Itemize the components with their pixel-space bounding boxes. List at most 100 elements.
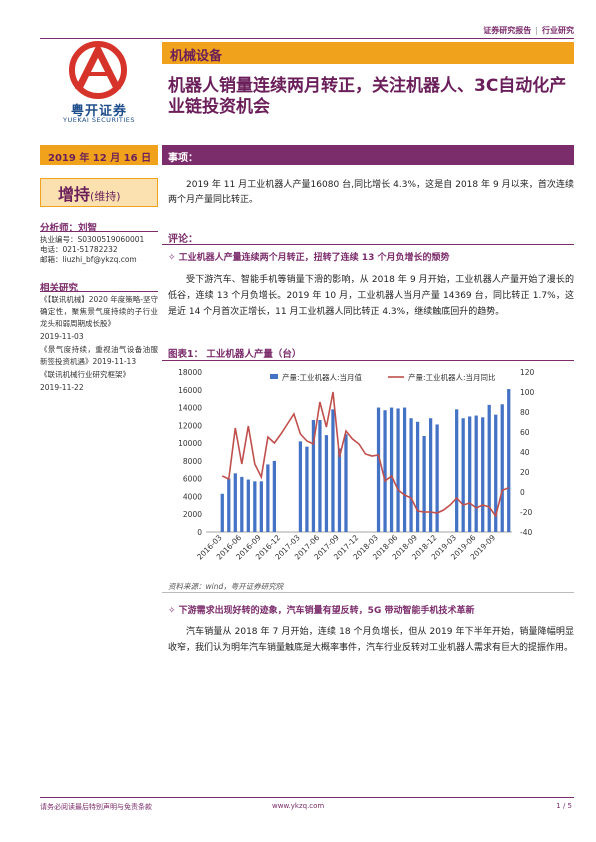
- bar-monthly-output: [435, 424, 439, 532]
- bar-monthly-output: [474, 415, 478, 532]
- rating: 增持(维持): [58, 181, 121, 205]
- section-1-paragraph: 受下游汽车、智能手机等销量下滑的影响，从 2018 年 9 月开始，工业机器人产…: [168, 275, 574, 317]
- report-type-tag: 证券研究报告: [483, 26, 532, 35]
- legend-line-label: 产量:工业机器人:当月同比: [408, 372, 496, 382]
- legend-bar-label: 产量:工业机器人:当月值: [282, 372, 363, 382]
- left-axis-tick-label: 16000: [178, 386, 202, 395]
- right-axis-tick-label: 100: [520, 388, 535, 397]
- bar-monthly-output: [266, 464, 270, 532]
- right-axis-tick-label: 0: [520, 488, 525, 497]
- bar-monthly-output: [259, 481, 263, 532]
- related-item[interactable]: 《景气度持续，重视油气设备油服新签投资机遇》2019-11-13: [40, 345, 158, 366]
- related-research-heading: 相关研究: [40, 283, 79, 294]
- right-axis-tick-label: 20: [520, 468, 530, 477]
- analyst-license: 执业编号：S0300519060001: [40, 235, 145, 244]
- industry-banner: [162, 42, 574, 64]
- comment-label: 评论：: [168, 234, 198, 245]
- header-divider: [40, 38, 574, 39]
- bar-monthly-output: [376, 407, 381, 532]
- website-link[interactable]: www.ykzq.com: [272, 802, 325, 810]
- bar-monthly-output: [396, 408, 400, 532]
- bar-monthly-output: [383, 410, 387, 532]
- section-heading-1: ✧ 工业机器人产量连续两个月转正，扭转了连续 13 个月负增长的颓势: [168, 253, 450, 263]
- related-item[interactable]: 《联讯机械行业研究框架》: [40, 370, 130, 379]
- chart-title-divider: [162, 360, 574, 361]
- bar-monthly-output: [455, 409, 459, 532]
- right-axis-tick-label: -20: [520, 508, 532, 517]
- related-item-date: 2019-11-22: [40, 383, 84, 392]
- date-banner: [40, 145, 158, 165]
- analyst-info: 执业编号：S0300519060001 电话：021-51782232 邮箱：l…: [40, 235, 162, 265]
- bar-monthly-output: [324, 435, 329, 532]
- bar-monthly-output: [298, 441, 303, 532]
- industry-label: 机械设备: [170, 49, 223, 64]
- left-axis-tick-label: 12000: [178, 421, 202, 430]
- bar-monthly-output: [344, 434, 348, 532]
- bar-monthly-output: [507, 389, 511, 532]
- bar-monthly-output: [422, 436, 426, 532]
- analyst-email[interactable]: 邮箱：liuzhi_bf@ykzq.com: [40, 255, 137, 264]
- report-type-tags: 证券研究报告 | 行业研究: [483, 26, 574, 35]
- analyst-heading: 分析师：刘智: [40, 223, 98, 234]
- report-title: 机器人销量连续两月转正，关注机器人、3C自动化产业链投资机会: [168, 76, 567, 117]
- bar-monthly-output: [305, 446, 309, 532]
- bar-monthly-output: [318, 420, 322, 532]
- left-axis-tick-label: 2000: [183, 510, 202, 519]
- related-item[interactable]: 《【联讯机械】2020 年度策略-坚守确定性，聚焦景气度持续的子行业龙头和弱周期…: [40, 295, 158, 328]
- event-label: 事项：: [168, 153, 198, 164]
- left-axis-tick-label: 6000: [183, 475, 202, 484]
- line-yoy-growth: [221, 391, 509, 518]
- bar-monthly-output: [389, 407, 394, 532]
- related-divider: [40, 291, 158, 292]
- bar-monthly-output: [240, 476, 244, 532]
- left-axis-tick-label: 18000: [178, 368, 202, 377]
- left-axis-tick-label: 4000: [183, 492, 202, 501]
- right-axis-tick-label: -40: [520, 528, 532, 537]
- left-axis-tick-label: 0: [197, 528, 202, 537]
- comment-divider: [162, 244, 574, 245]
- section-heading-2: ✧ 下游需求出现好转的迹象，汽车销量有望反转，5G 带动智能手机技术革新: [168, 606, 475, 616]
- bar-monthly-output: [487, 404, 491, 532]
- rating-value: 增持: [58, 185, 91, 204]
- bar-monthly-output: [233, 473, 237, 532]
- footer-divider: [40, 797, 574, 798]
- bar-monthly-output: [481, 417, 485, 532]
- robot-production-chart: 0 2000 4000 6000 8000 10000 12000 14000 16000 180…: [178, 368, 535, 562]
- bar-monthly-output: [468, 416, 472, 532]
- logo-name-en: YUEKAI SECURITIES: [63, 116, 135, 124]
- bar-monthly-output: [311, 420, 316, 532]
- bar-monthly-output: [337, 448, 342, 532]
- report-date: 2019 年 12 月 16 日: [48, 153, 152, 164]
- related-item-date: 2019-11-03: [40, 332, 84, 341]
- chart-title: 图表1： 工业机器人产量（台）: [168, 349, 302, 360]
- event-paragraph: 2019 年 11 月工业机器人产量16080 台,同比增长 4.3%，这是自 …: [168, 180, 574, 205]
- left-axis-tick-label: 8000: [183, 457, 202, 466]
- related-research-list: 《【联讯机械】2020 年度策略-坚守确定性，聚焦景气度持续的子行业龙头和弱周期…: [40, 294, 158, 395]
- left-axis-tick-label: 14000: [178, 404, 202, 413]
- bar-monthly-output: [428, 418, 433, 532]
- bar-monthly-output: [409, 418, 413, 532]
- bar-monthly-output: [415, 421, 420, 532]
- bar-monthly-output: [220, 493, 224, 532]
- rating-note: (维持): [90, 190, 121, 203]
- left-axis-tick-label: 10000: [178, 439, 202, 448]
- right-axis-tick-label: 120: [520, 368, 535, 377]
- bar-monthly-output: [246, 479, 250, 532]
- right-axis-tick-label: 40: [520, 448, 530, 457]
- disclaimer-link[interactable]: 请务必阅读最后特别声明与免责条款: [40, 803, 152, 811]
- legend-bar-swatch: [270, 374, 278, 379]
- bar-monthly-output: [227, 478, 231, 532]
- bar-monthly-output: [402, 407, 407, 532]
- company-logo: [40, 40, 156, 128]
- rating-box: [40, 178, 158, 207]
- research-type-tag: 行业研究: [542, 26, 574, 35]
- bar-monthly-output: [253, 481, 257, 532]
- analyst-phone: 电话：021-51782232: [40, 245, 118, 254]
- bar-monthly-output: [500, 404, 504, 532]
- bar-monthly-output: [494, 414, 498, 532]
- bar-monthly-output: [461, 418, 465, 532]
- bar-monthly-output: [272, 460, 276, 532]
- event-banner: [162, 145, 574, 165]
- source-divider: [162, 592, 574, 593]
- right-axis-tick-label: 60: [520, 428, 530, 437]
